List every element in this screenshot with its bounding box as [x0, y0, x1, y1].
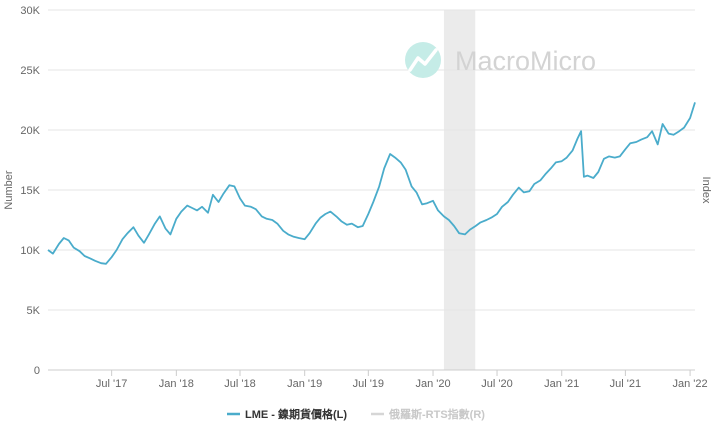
watermark: MacroMicro — [405, 42, 596, 78]
y-axis-title: Number — [3, 170, 15, 209]
y2-axis-title: Index — [700, 177, 712, 204]
grid-lines — [48, 9, 695, 311]
x-tick-label: Jul '17 — [96, 378, 127, 390]
x-tick-label: Jul '19 — [353, 378, 384, 390]
x-tick-label: Jan '21 — [544, 378, 579, 390]
watermark-text: MacroMicro — [455, 46, 596, 76]
y-tick-label: 15K — [20, 185, 40, 197]
y-tick-label: 10K — [20, 245, 40, 257]
series-line-0 — [47, 102, 696, 265]
y-tick-label: 25K — [20, 65, 40, 77]
x-tick-label: Jul '20 — [481, 378, 512, 390]
x-tick-label: Jan '22 — [673, 378, 708, 390]
legend-label-rts: 俄羅斯-RTS指數(R) — [388, 407, 485, 421]
x-tick-label: Jan '18 — [159, 378, 194, 390]
y-axis-ticks: 0 5K 10K 15K 20K 25K 30K — [20, 5, 40, 377]
y-tick-label: 30K — [20, 5, 40, 17]
x-tick-label: Jan '19 — [287, 378, 322, 390]
y-tick-label: 20K — [20, 125, 40, 137]
series-lines — [47, 102, 696, 265]
x-tick-label: Jul '18 — [224, 378, 255, 390]
legend-label-nickel: LME - 鎳期貨價格(L) — [245, 407, 347, 421]
legend: LME - 鎳期貨價格(L) 俄羅斯-RTS指數(R) — [227, 407, 485, 421]
x-tick-label: Jan '20 — [415, 378, 450, 390]
x-axis-ticks: Jul '17 Jan '18 Jul '18 Jan '19 Jul '19 Jan '… — [96, 370, 708, 390]
y-tick-label: 0 — [34, 365, 40, 377]
legend-item-rts[interactable]: 俄羅斯-RTS指數(R) — [371, 407, 485, 421]
x-tick-label: Jul '21 — [610, 378, 641, 390]
legend-item-nickel[interactable]: LME - 鎳期貨價格(L) — [227, 407, 347, 421]
y-tick-label: 5K — [27, 305, 41, 317]
watermark-logo-mark — [408, 48, 438, 72]
